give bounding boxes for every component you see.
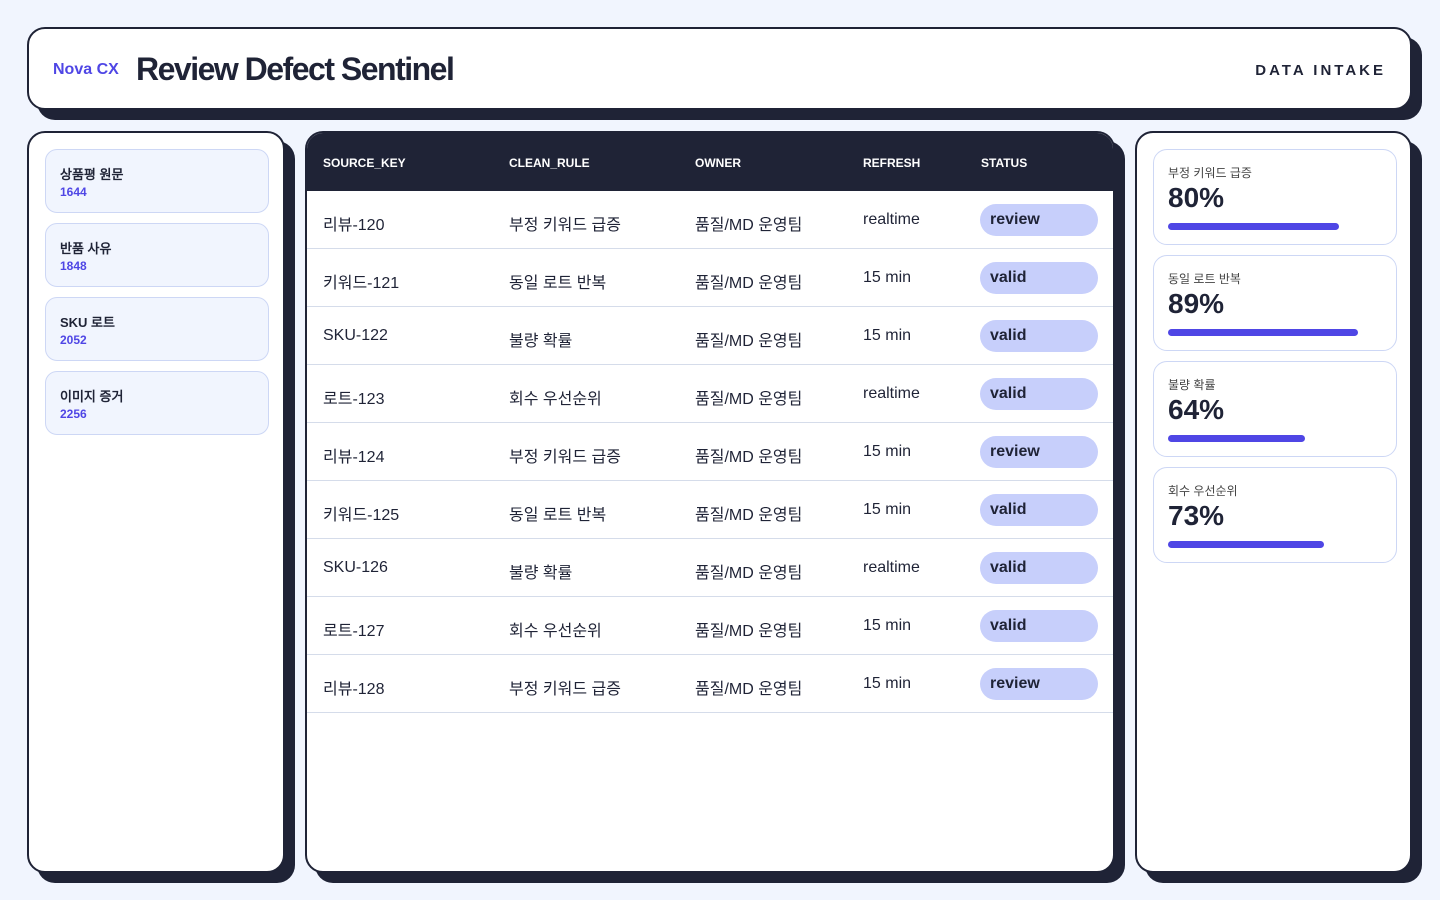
table-row: SKU-126 불량 확률 품질/MD 운영팀 realtime valid bbox=[307, 539, 1113, 597]
table-cell: 15 min bbox=[863, 675, 912, 692]
table-cell: 리뷰-128 bbox=[323, 681, 385, 698]
table-cell: 부정 키워드 급증 bbox=[509, 217, 621, 234]
status-pill: valid bbox=[980, 378, 1098, 410]
table-cell: 15 min bbox=[863, 327, 912, 344]
sidebar-label: 이미지 증거 bbox=[60, 389, 124, 404]
status-pill: valid bbox=[980, 494, 1098, 526]
metric-bar bbox=[1168, 223, 1340, 230]
table-cell: 불량 확률 bbox=[509, 565, 573, 582]
table-cell: 동일 로트 반복 bbox=[509, 275, 607, 292]
column-header: STATUS bbox=[981, 156, 1028, 170]
table: SOURCE_KEY CLEAN_RULE OWNER REFRESH STATUS 리뷰… bbox=[305, 131, 1115, 873]
table-cell: 품질/MD 운영팀 bbox=[695, 391, 803, 408]
metric-card: 회수 우선순위 73% bbox=[1153, 467, 1397, 563]
column-header: SOURCE_KEY bbox=[323, 156, 406, 170]
metric-bar bbox=[1168, 329, 1359, 336]
metric-value: 73% bbox=[1168, 500, 1225, 531]
metrics-panel: 부정 키워드 급증 80% 동일 로트 반복 89% 불량 확률 64% 회수 우선순위 73… bbox=[1135, 131, 1412, 873]
table-cell: 키워드-121 bbox=[323, 275, 400, 292]
status-pill: valid bbox=[980, 610, 1098, 642]
metric-value: 64% bbox=[1168, 394, 1225, 425]
sidebar-item[interactable]: 이미지 증거 2256 bbox=[45, 371, 269, 435]
table-row: 키워드-121 동일 로트 반복 품질/MD 운영팀 15 min valid bbox=[307, 249, 1113, 307]
table-row: 로트-123 회수 우선순위 품질/MD 운영팀 realtime valid bbox=[307, 365, 1113, 423]
sidebar-count: 2052 bbox=[60, 333, 87, 347]
data-intake-button[interactable]: DATA INTAKE bbox=[1255, 62, 1386, 79]
sidebar-item[interactable]: 반품 사유 1848 bbox=[45, 223, 269, 287]
table-cell: 15 min bbox=[863, 617, 912, 634]
table-cell: 리뷰-124 bbox=[323, 449, 385, 466]
table-row: 리뷰-128 부정 키워드 급증 품질/MD 운영팀 15 min review bbox=[307, 655, 1113, 713]
metric-card: 동일 로트 반복 89% bbox=[1153, 255, 1397, 351]
status-pill: review bbox=[980, 204, 1098, 236]
table-cell: 15 min bbox=[863, 501, 912, 518]
table-cell: 품질/MD 운영팀 bbox=[695, 217, 803, 234]
status-pill: valid bbox=[980, 552, 1098, 584]
metric-label: 불량 확률 bbox=[1168, 378, 1216, 392]
column-header: OWNER bbox=[695, 156, 741, 170]
table-cell: 동일 로트 반복 bbox=[509, 507, 607, 524]
table-header: SOURCE_KEY CLEAN_RULE OWNER REFRESH STATUS bbox=[307, 133, 1113, 191]
table-cell: realtime bbox=[863, 559, 920, 576]
metric-card: 불량 확률 64% bbox=[1153, 361, 1397, 457]
table-cell: 회수 우선순위 bbox=[509, 623, 602, 640]
table-row: 로트-127 회수 우선순위 품질/MD 운영팀 15 min valid bbox=[307, 597, 1113, 655]
column-header: REFRESH bbox=[863, 156, 921, 170]
sidebar: 상품평 원문 1644 반품 사유 1848 SKU 로트 2052 이미지 증거 2256 bbox=[27, 131, 285, 873]
table-cell: 품질/MD 운영팀 bbox=[695, 565, 803, 582]
table-cell: 15 min bbox=[863, 443, 912, 460]
metric-bar bbox=[1168, 435, 1305, 442]
sidebar-count: 1848 bbox=[60, 259, 87, 273]
sidebar-label: 상품평 원문 bbox=[60, 167, 124, 182]
status-pill: review bbox=[980, 668, 1098, 700]
metric-label: 부정 키워드 급증 bbox=[1168, 166, 1252, 180]
table-row: SKU-122 불량 확률 품질/MD 운영팀 15 min valid bbox=[307, 307, 1113, 365]
table-cell: 키워드-125 bbox=[323, 507, 400, 524]
status-pill: review bbox=[980, 436, 1098, 468]
table-row: 키워드-125 동일 로트 반복 품질/MD 운영팀 15 min valid bbox=[307, 481, 1113, 539]
sidebar-label: SKU 로트 bbox=[60, 315, 115, 330]
sidebar-count: 1644 bbox=[60, 185, 87, 199]
table-row: 리뷰-120 부정 키워드 급증 품질/MD 운영팀 realtime review bbox=[307, 191, 1113, 249]
sidebar-label: 반품 사유 bbox=[60, 241, 112, 256]
table-cell: 부정 키워드 급증 bbox=[509, 449, 621, 466]
table-cell: SKU-126 bbox=[323, 559, 388, 576]
table-cell: 품질/MD 운영팀 bbox=[695, 623, 803, 640]
table-cell: 로트-127 bbox=[323, 623, 385, 640]
metric-value: 89% bbox=[1168, 288, 1225, 319]
table-cell: SKU-122 bbox=[323, 327, 388, 344]
status-pill: valid bbox=[980, 262, 1098, 294]
sidebar-item[interactable]: 상품평 원문 1644 bbox=[45, 149, 269, 213]
table-cell: 품질/MD 운영팀 bbox=[695, 449, 803, 466]
table-cell: 품질/MD 운영팀 bbox=[695, 507, 803, 524]
table-cell: 리뷰-120 bbox=[323, 217, 385, 234]
table-cell: 부정 키워드 급증 bbox=[509, 681, 621, 698]
table-cell: realtime bbox=[863, 211, 920, 228]
table-cell: 회수 우선순위 bbox=[509, 391, 602, 408]
table-cell: 품질/MD 운영팀 bbox=[695, 681, 803, 698]
table-row: 리뷰-124 부정 키워드 급증 품질/MD 운영팀 15 min review bbox=[307, 423, 1113, 481]
table-cell: 품질/MD 운영팀 bbox=[695, 333, 803, 350]
brand: Nova CX bbox=[53, 61, 119, 78]
column-header: CLEAN_RULE bbox=[509, 156, 590, 170]
sidebar-count: 2256 bbox=[60, 407, 87, 421]
table-cell: 15 min bbox=[863, 269, 912, 286]
table-cell: 품질/MD 운영팀 bbox=[695, 275, 803, 292]
table-cell: 로트-123 bbox=[323, 391, 385, 408]
table-cell: realtime bbox=[863, 385, 920, 402]
table-cell: 불량 확률 bbox=[509, 333, 573, 350]
metric-card: 부정 키워드 급증 80% bbox=[1153, 149, 1397, 245]
metric-bar bbox=[1168, 541, 1325, 548]
status-pill: valid bbox=[980, 320, 1098, 352]
metric-value: 80% bbox=[1168, 182, 1225, 213]
header: Nova CX Review Defect Sentinel DATA INTA… bbox=[27, 27, 1412, 110]
metric-label: 동일 로트 반복 bbox=[1168, 272, 1241, 286]
title: Review Defect Sentinel bbox=[136, 51, 455, 87]
sidebar-item[interactable]: SKU 로트 2052 bbox=[45, 297, 269, 361]
metric-label: 회수 우선순위 bbox=[1168, 484, 1238, 498]
